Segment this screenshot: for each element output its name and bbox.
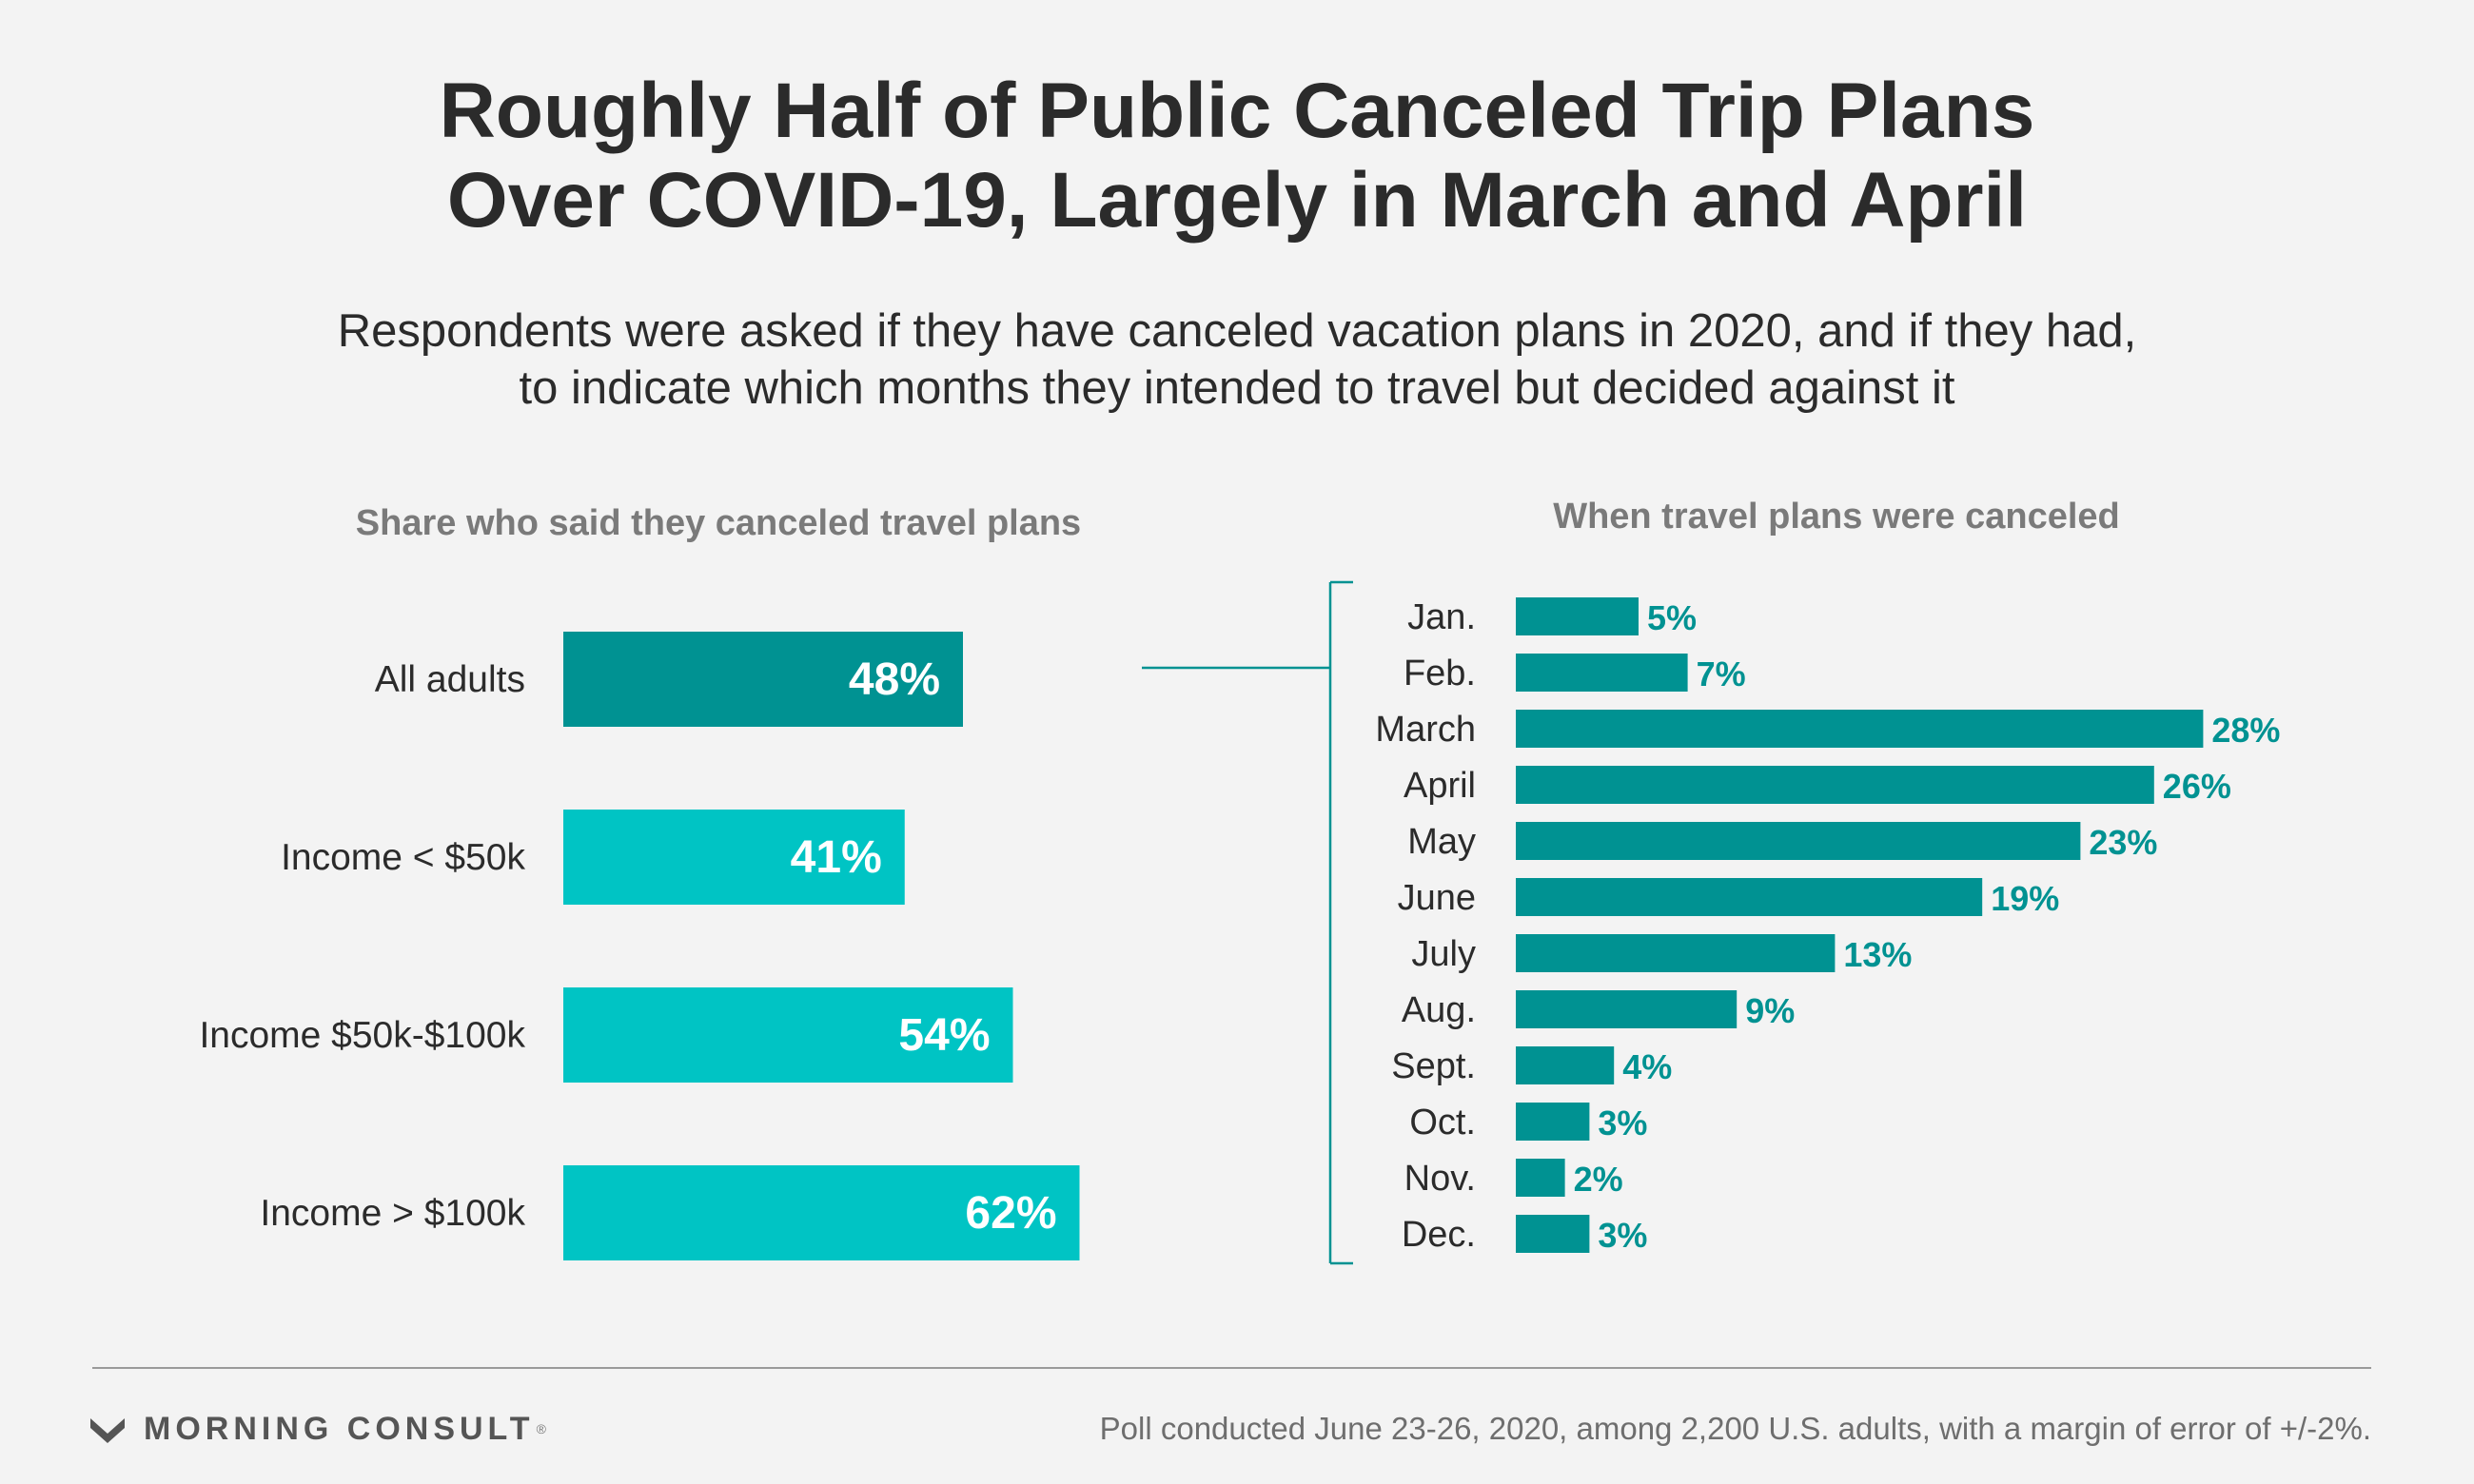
- month-label-6: July: [1411, 934, 1476, 974]
- month-bar-2: [1516, 710, 2204, 748]
- value-label-3: 62%: [965, 1188, 1056, 1239]
- month-label-10: Nov.: [1404, 1159, 1476, 1199]
- brand-registered-mark: ®: [536, 1421, 546, 1436]
- month-bar-0: [1516, 597, 1639, 635]
- month-value-label-3: 26%: [2163, 767, 2231, 806]
- bar-1: [563, 810, 905, 905]
- month-bar-11: [1516, 1215, 1590, 1253]
- month-bar-3: [1516, 766, 2154, 804]
- month-label-5: June: [1398, 878, 1476, 918]
- morning-consult-m-icon: [90, 1418, 125, 1443]
- bar-2: [563, 987, 1013, 1083]
- chart-subtitle-line-1: Respondents were asked if they have canc…: [337, 305, 2137, 357]
- month-bar-5: [1516, 878, 1983, 916]
- chart-title-line-1: Roughly Half of Public Canceled Trip Pla…: [439, 68, 2035, 154]
- month-value-label-9: 3%: [1598, 1103, 1647, 1142]
- month-bar-9: [1516, 1103, 1590, 1141]
- month-value-label-2: 28%: [2211, 711, 2280, 750]
- brand-logo: MORNING CONSULT ®: [90, 1408, 546, 1450]
- month-label-4: May: [1407, 822, 1476, 862]
- chart-title: Roughly Half of Public Canceled Trip Pla…: [0, 67, 2474, 245]
- month-value-label-6: 13%: [1843, 935, 1912, 974]
- month-value-label-1: 7%: [1697, 654, 1746, 693]
- month-label-0: Jan.: [1407, 597, 1476, 637]
- category-label-0: All adults: [375, 659, 525, 700]
- month-value-label-11: 3%: [1598, 1216, 1647, 1255]
- month-bar-1: [1516, 654, 1688, 692]
- month-label-8: Sept.: [1391, 1046, 1476, 1086]
- chart-title-line-2: Over COVID-19, Largely in March and Apri…: [446, 157, 2028, 244]
- month-label-3: April: [1404, 766, 1476, 806]
- brand-name: MORNING CONSULT: [144, 1410, 535, 1447]
- month-bar-4: [1516, 822, 2081, 860]
- month-label-2: March: [1375, 710, 1476, 750]
- left-panel-title: Share who said they canceled travel plan…: [355, 503, 1082, 543]
- month-bar-8: [1516, 1046, 1615, 1084]
- month-value-label-10: 2%: [1574, 1160, 1623, 1199]
- bar-0: [563, 632, 963, 727]
- category-label-2: Income $50k-$100k: [199, 1015, 525, 1056]
- footer-divider: [92, 1367, 2371, 1369]
- right-panel-title: When travel plans were canceled: [1553, 497, 2120, 537]
- month-bar-7: [1516, 990, 1738, 1028]
- chart-subtitle: Respondents were asked if they have canc…: [0, 303, 2474, 417]
- value-label-0: 48%: [849, 654, 940, 705]
- category-label-1: Income < $50k: [281, 837, 525, 878]
- month-label-9: Oct.: [1409, 1103, 1476, 1142]
- month-value-label-4: 23%: [2089, 823, 2157, 862]
- bar-3: [563, 1165, 1080, 1260]
- source-note: Poll conducted June 23-26, 2020, among 2…: [1099, 1411, 2371, 1446]
- value-label-1: 41%: [791, 832, 882, 883]
- category-label-3: Income > $100k: [260, 1193, 525, 1234]
- month-value-label-8: 4%: [1622, 1047, 1672, 1086]
- month-label-11: Dec.: [1402, 1215, 1476, 1255]
- chart-subtitle-line-2: to indicate which months they intended t…: [519, 362, 1955, 414]
- month-value-label-7: 9%: [1745, 991, 1795, 1030]
- month-label-7: Aug.: [1402, 990, 1476, 1030]
- month-label-1: Feb.: [1404, 654, 1476, 693]
- value-label-2: 54%: [898, 1010, 990, 1061]
- month-value-label-0: 5%: [1647, 598, 1697, 637]
- month-bar-10: [1516, 1159, 1565, 1197]
- month-bar-6: [1516, 934, 1836, 972]
- month-value-label-5: 19%: [1991, 879, 2059, 918]
